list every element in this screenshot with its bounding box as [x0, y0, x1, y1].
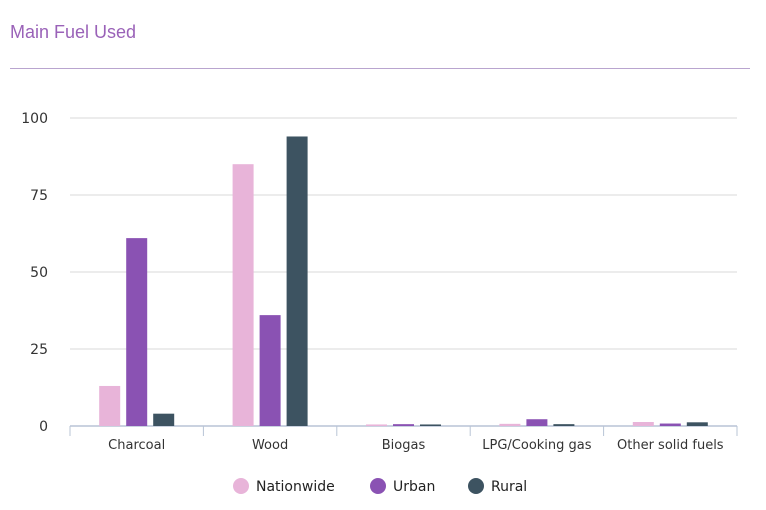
legend-marker-nationwide — [233, 478, 249, 494]
bar-urban-4[interactable] — [659, 423, 681, 426]
legend-label-nationwide: Nationwide — [256, 479, 335, 495]
legend-marker-urban — [370, 478, 386, 494]
bar-rural-1[interactable] — [286, 136, 308, 427]
chart-title: Main Fuel Used — [10, 22, 137, 42]
bar-nationwide-0[interactable] — [99, 385, 121, 426]
bar-urban-2[interactable] — [393, 424, 414, 426]
x-category-label: LPG/Cooking gas — [482, 438, 592, 453]
x-category-label: Charcoal — [108, 438, 165, 453]
bar-nationwide-4[interactable] — [632, 421, 654, 426]
y-tick-label: 0 — [39, 419, 48, 435]
bar-urban-1[interactable] — [259, 315, 281, 426]
bar-nationwide-2[interactable] — [366, 424, 387, 426]
x-category-label: Biogas — [382, 438, 426, 453]
bar-rural-2[interactable] — [420, 424, 441, 426]
legend-label-urban: Urban — [393, 479, 435, 495]
bar-nationwide-1[interactable] — [232, 164, 254, 426]
x-category-label: Other solid fuels — [617, 438, 724, 453]
bar-rural-0[interactable] — [153, 413, 175, 426]
y-tick-label: 75 — [30, 188, 48, 204]
legend-marker-rural — [468, 478, 484, 494]
legend-label-rural: Rural — [491, 479, 527, 495]
bar-rural-3[interactable] — [553, 424, 575, 426]
bar-rural-4[interactable] — [686, 422, 708, 426]
title-divider — [10, 68, 750, 69]
bar-urban-3[interactable] — [526, 419, 548, 426]
x-category-label: Wood — [252, 438, 288, 453]
bar-urban-0[interactable] — [126, 238, 148, 426]
y-tick-label: 50 — [30, 265, 48, 281]
y-tick-label: 100 — [21, 111, 48, 127]
y-tick-label: 25 — [30, 342, 48, 358]
bar-nationwide-3[interactable] — [499, 423, 521, 426]
